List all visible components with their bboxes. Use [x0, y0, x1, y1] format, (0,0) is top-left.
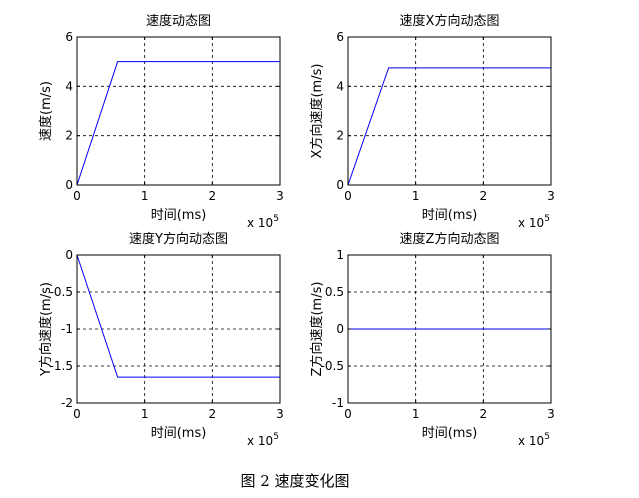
y-tick-label: -0.5 — [50, 285, 73, 299]
x-tick-label: 3 — [547, 407, 555, 421]
x-exponent-label: x 105 — [247, 432, 279, 448]
x-tick-label: 1 — [412, 407, 420, 421]
x-tick-label: 0 — [344, 407, 352, 421]
series-line-1 — [76, 254, 280, 378]
chart-title: 速度Z方向动态图 — [400, 231, 500, 247]
x-tick-label: 0 — [73, 407, 81, 421]
x-exponent-power: 5 — [273, 432, 279, 442]
x-axis-label: 时间(ms) — [422, 208, 478, 223]
y-axis-label: Z方向速度(m/s) — [309, 282, 325, 377]
x-exponent-label: x 105 — [518, 214, 550, 230]
plot-area — [77, 37, 280, 185]
y-tick-label: -0.5 — [321, 359, 344, 373]
y-axis-label: X方向速度(m/s) — [309, 64, 325, 159]
series-line-1 — [76, 61, 280, 186]
x-tick-label: 1 — [412, 189, 420, 203]
x-axis-label: 时间(ms) — [422, 426, 478, 441]
x-tick-label: 3 — [547, 189, 555, 203]
y-tick-label: 4 — [336, 79, 344, 93]
x-exponent-power: 5 — [544, 432, 550, 442]
y-tick-label: -2 — [61, 396, 73, 410]
y-tick-label: 4 — [65, 79, 73, 93]
y-tick-label: -1 — [332, 396, 344, 410]
x-axis-label: 时间(ms) — [151, 208, 207, 223]
series-line-1 — [347, 67, 551, 186]
y-tick-label: -1 — [61, 322, 73, 336]
y-tick-label: 2 — [336, 129, 344, 143]
x-tick-label: 1 — [141, 407, 149, 421]
chart-title: 速度动态图 — [146, 13, 211, 29]
x-exponent-power: 5 — [273, 214, 279, 224]
y-axis-label: Y方向速度(m/s) — [38, 282, 54, 377]
y-tick-label: 0 — [65, 178, 73, 192]
x-tick-label: 1 — [141, 189, 149, 203]
chart-title: 速度X方向动态图 — [400, 13, 500, 29]
y-tick-label: -1.5 — [50, 359, 73, 373]
y-tick-label: 2 — [65, 129, 73, 143]
plot-area — [348, 37, 551, 185]
y-tick-label: 0 — [336, 322, 344, 336]
x-exponent-label: x 105 — [518, 432, 550, 448]
x-tick-label: 2 — [480, 189, 488, 203]
y-axis-label: 速度(m/s) — [38, 81, 54, 141]
x-tick-label: 3 — [276, 407, 284, 421]
x-exponent-power: 5 — [544, 214, 550, 224]
x-tick-label: 2 — [209, 407, 217, 421]
figure-caption: 图 2 速度变化图 — [240, 472, 350, 490]
axes-frame — [76, 36, 281, 186]
y-tick-label: 0 — [336, 178, 344, 192]
x-tick-label: 0 — [344, 189, 352, 203]
x-axis-label: 时间(ms) — [151, 426, 207, 441]
y-tick-label: 0 — [65, 248, 73, 262]
y-tick-label: 1 — [336, 248, 344, 262]
chart-title: 速度Y方向动态图 — [129, 231, 228, 247]
axes-frame — [347, 36, 552, 186]
x-tick-label: 3 — [276, 189, 284, 203]
x-exponent-label: x 105 — [247, 214, 279, 230]
y-tick-label: 0.5 — [325, 285, 344, 299]
y-tick-label: 6 — [65, 30, 73, 44]
x-tick-label: 2 — [209, 189, 217, 203]
x-tick-label: 2 — [480, 407, 488, 421]
x-tick-label: 0 — [73, 189, 81, 203]
y-tick-label: 6 — [336, 30, 344, 44]
